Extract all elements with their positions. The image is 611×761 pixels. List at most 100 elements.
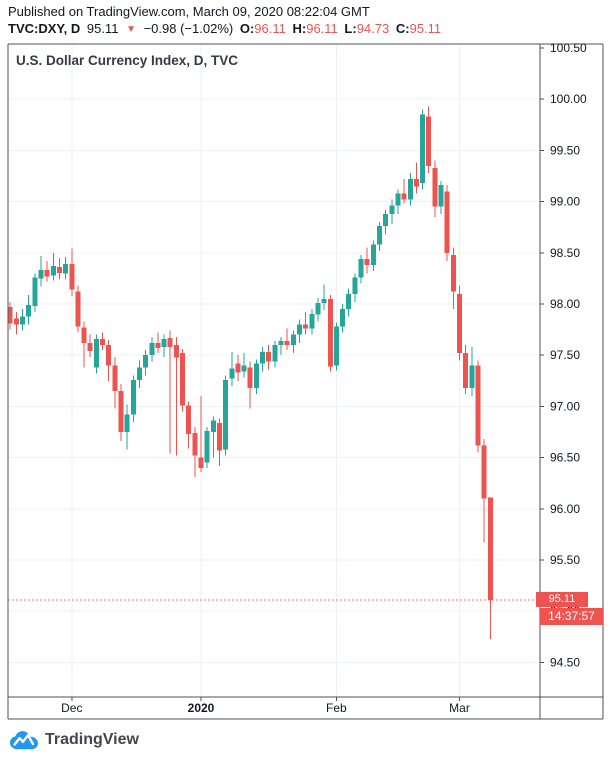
candle (173, 345, 179, 358)
tradingview-logo[interactable]: TradingView (9, 730, 139, 750)
candle (44, 270, 50, 277)
svg-text:96.50: 96.50 (550, 451, 580, 465)
candle (395, 193, 401, 206)
candle (7, 307, 13, 324)
candle (69, 264, 75, 290)
candle (333, 326, 339, 366)
candle (340, 309, 346, 327)
candle (346, 293, 352, 310)
candle (198, 457, 204, 468)
svg-text:99.00: 99.00 (550, 195, 580, 209)
svg-text:Dec: Dec (61, 701, 82, 715)
candle (370, 244, 376, 266)
chart-legend-title: U.S. Dollar Currency Index, D, TVC (16, 53, 239, 68)
candle (112, 365, 118, 391)
last-price-badge: 95.11 (536, 592, 588, 607)
close-value: 95.11 (409, 21, 442, 36)
svg-text:98.00: 98.00 (550, 297, 580, 311)
candle (26, 305, 32, 317)
candle (297, 324, 302, 335)
candle (20, 316, 25, 325)
candle (130, 379, 136, 415)
candle (13, 318, 19, 325)
svg-text:96.00: 96.00 (550, 502, 580, 516)
symbol-line: TVC:DXY, D 95.11 ▼ −0.98 (−1.02%) O:96.1… (8, 21, 444, 36)
candle (161, 338, 167, 347)
candle (100, 338, 105, 345)
candle (38, 270, 44, 279)
svg-text:94.50: 94.50 (550, 655, 580, 669)
candle (266, 352, 272, 362)
low-value: 94.73 (356, 21, 390, 36)
candle (469, 365, 475, 388)
tradingview-cloud-icon (9, 730, 39, 750)
candle (444, 191, 450, 253)
candle (389, 205, 395, 214)
close-label: C: (395, 21, 410, 36)
candle (457, 293, 462, 354)
candle (75, 291, 81, 327)
svg-text:99.50: 99.50 (550, 143, 580, 157)
candle (284, 340, 290, 345)
candle (87, 342, 93, 352)
candle (260, 352, 266, 364)
down-triangle-icon: ▼ (126, 24, 136, 35)
candle (290, 334, 296, 345)
candle (463, 353, 469, 388)
svg-text:97.50: 97.50 (550, 348, 580, 362)
time-axis[interactable] (8, 697, 540, 719)
svg-text:Feb: Feb (326, 701, 347, 715)
candle (426, 116, 432, 166)
candle (352, 277, 358, 294)
svg-text:97.00: 97.00 (550, 399, 580, 413)
bar-countdown-badge: 14:37:57 (540, 608, 603, 625)
published-line: Published on TradingView.com, March 09, … (8, 4, 370, 19)
candle (309, 314, 315, 329)
candle (481, 445, 487, 499)
price-change: −0.98 (−1.02%) (143, 21, 234, 36)
open-value: 96.11 (254, 21, 286, 36)
low-label: L: (344, 21, 357, 36)
candle (210, 420, 216, 432)
candle (56, 267, 62, 274)
candle (321, 298, 327, 303)
candle (247, 367, 253, 388)
candle (81, 327, 87, 343)
candle (186, 405, 192, 435)
candle (401, 193, 407, 200)
candle (438, 185, 444, 207)
open-label: O: (239, 21, 255, 36)
candle (253, 363, 259, 388)
candle (155, 342, 161, 348)
candle (383, 213, 389, 227)
svg-text:100.50: 100.50 (550, 41, 587, 55)
candle (137, 367, 142, 380)
svg-text:2020: 2020 (188, 701, 215, 715)
chart-plot-area[interactable] (8, 44, 540, 697)
candle (487, 497, 493, 600)
candle (63, 264, 69, 274)
candle (364, 258, 370, 265)
candle (229, 368, 235, 379)
candle (420, 114, 426, 184)
candle (223, 379, 229, 450)
candle (149, 342, 155, 356)
candle (272, 345, 278, 362)
svg-text:98.50: 98.50 (550, 246, 580, 260)
candle (204, 431, 210, 463)
candle (124, 414, 130, 432)
candle (235, 363, 241, 373)
candle (217, 422, 222, 451)
candle (315, 303, 321, 315)
last-price: 95.11 (86, 21, 119, 36)
candle (118, 391, 124, 432)
high-label: H: (292, 21, 307, 36)
candle (143, 355, 149, 368)
candle (167, 337, 173, 347)
candle (303, 324, 309, 329)
candle (407, 179, 413, 200)
svg-text:Mar: Mar (449, 701, 470, 715)
candle (93, 338, 99, 368)
candle (50, 266, 56, 276)
candle (327, 298, 333, 367)
